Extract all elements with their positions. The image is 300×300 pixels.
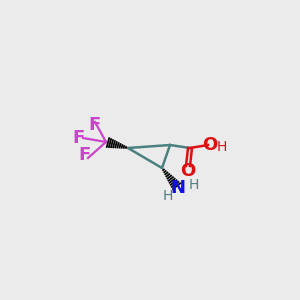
Text: N: N xyxy=(170,179,185,197)
Text: F: F xyxy=(72,129,84,147)
Text: F: F xyxy=(79,146,91,164)
Text: H: H xyxy=(189,178,199,192)
Text: F: F xyxy=(89,116,101,134)
Text: O: O xyxy=(180,162,196,180)
Text: H: H xyxy=(217,140,227,154)
Text: H: H xyxy=(163,189,173,203)
Text: O: O xyxy=(202,136,217,154)
